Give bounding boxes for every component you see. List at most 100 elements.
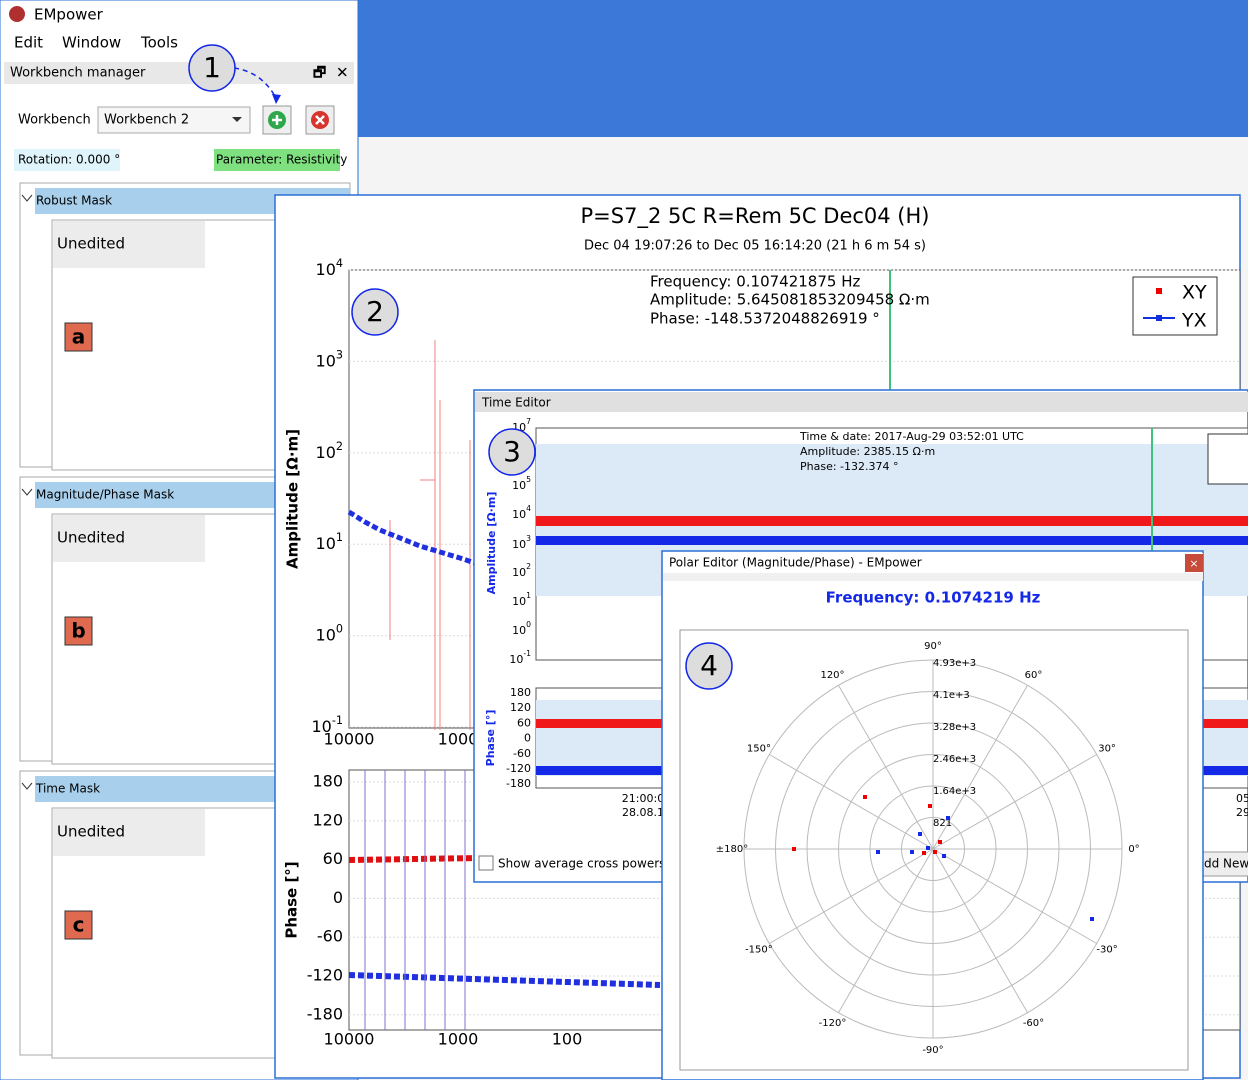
phase-curve: [348, 855, 481, 863]
y-axis-label: Phase [°]: [484, 710, 497, 767]
menu-item[interactable]: Window: [62, 34, 121, 52]
radial-label: 4.1e+3: [933, 690, 970, 701]
te-amplitude-band: [536, 536, 1248, 545]
tick-exponent: 7: [526, 417, 531, 426]
y-tick-label: 60: [517, 716, 531, 729]
y-tick-label: 120: [312, 810, 343, 829]
collapse-arrow: [21, 488, 33, 496]
collapse-arrow: [21, 194, 33, 202]
tick-exponent: 1: [526, 591, 531, 600]
x-tick-label: 10000: [324, 1030, 375, 1049]
polar-point: [938, 840, 942, 844]
info-line: Amplitude: 2385.15 Ω·m: [800, 445, 935, 458]
button-label: dd New: [1204, 857, 1248, 871]
y-tick-label: 102: [512, 562, 531, 579]
legend-marker: [1156, 315, 1162, 321]
polar-frequency: Frequency: 0.1074219 Hz: [826, 589, 1041, 607]
polar-point: [946, 816, 950, 820]
polar-spoke: [838, 685, 934, 850]
status-bg: [53, 221, 205, 268]
radial-label: 2.46e+3: [933, 754, 976, 765]
legend-label: XY: [1182, 282, 1207, 304]
tick-base: 10: [316, 351, 336, 370]
y-tick-label: 103: [512, 534, 531, 551]
add-new-button[interactable]: [1201, 851, 1248, 877]
angle-label: 0°: [1128, 844, 1139, 855]
y-tick-label: 60: [323, 849, 343, 868]
tick-base: 10: [512, 479, 526, 492]
polar-point: [942, 854, 946, 858]
callout-circle: [488, 428, 536, 476]
angle-label: -60°: [1023, 1018, 1044, 1029]
polar-spoke: [932, 848, 1028, 1013]
polar-spoke: [932, 754, 1097, 850]
float-button[interactable]: 🗗: [313, 65, 326, 81]
mask-status: Unedited: [57, 529, 125, 547]
panel-title: Workbench manager: [10, 66, 146, 81]
polar-point: [876, 850, 880, 854]
mask-title: Robust Mask: [36, 194, 112, 208]
radial-label: 3.28e+3: [933, 722, 976, 733]
tick-base: 10: [512, 538, 526, 551]
tick-exponent: 4: [336, 257, 343, 270]
tag-box: [64, 910, 93, 940]
polar-point: [1090, 917, 1094, 921]
checkbox[interactable]: [478, 855, 494, 871]
time-editor-titlebar: [475, 392, 1248, 412]
y-tick-label: -60: [513, 747, 531, 760]
y-tick-label: -180: [506, 777, 531, 790]
tick-exponent: 0: [526, 620, 531, 629]
y-tick-label: 104: [512, 504, 531, 521]
polar-point: [918, 832, 922, 836]
workbench-combo[interactable]: [97, 106, 251, 134]
polar-point: [792, 847, 796, 851]
angle-label: 150°: [747, 744, 771, 755]
grid: 10710510410310210110010-1180120600-60-12…: [506, 417, 531, 790]
info-line: Frequency: 0.107421875 Hz: [650, 273, 860, 291]
tag-box: [64, 322, 93, 352]
polar-toolbar: [663, 573, 1203, 581]
y-tick-label: 10-1: [311, 714, 343, 736]
error-bars: [364, 770, 466, 1030]
tick-exponent: -1: [523, 649, 531, 658]
y-tick-label: 101: [512, 591, 531, 608]
tick-exponent: 5: [526, 475, 531, 484]
callout-number: 3: [503, 435, 521, 468]
plot-subtitle: Dec 04 19:07:26 to Dec 05 16:14:20 (21 h…: [584, 239, 926, 254]
radial-label: 1.64e+3: [933, 786, 976, 797]
parameter: Parameter: Resistivity: [216, 153, 347, 167]
radial-label: 4.93e+3: [933, 658, 976, 669]
y-tick-label: -120: [506, 762, 531, 775]
callout-number: 4: [700, 649, 718, 682]
app-title: EMpower: [34, 6, 104, 24]
menu-item[interactable]: Edit: [14, 34, 43, 52]
callouts: 1 2 3 4: [188, 44, 733, 690]
y-tick-label: 100: [316, 623, 343, 645]
phase-curve: [348, 972, 661, 988]
close-glyph: ×: [1189, 557, 1198, 570]
mask-title: Time Mask: [35, 782, 100, 796]
tick-base: 10: [512, 624, 526, 637]
x-tick-label: 1000: [438, 730, 479, 749]
info-line: Phase: -148.5372048826919 °: [650, 310, 880, 328]
close-button[interactable]: [1185, 554, 1203, 572]
tag-label: c: [73, 913, 85, 937]
tick-exponent: 0: [336, 623, 343, 636]
tick-exponent: 2: [336, 440, 343, 453]
callout-arrow: [233, 67, 277, 99]
y-axis-label: Amplitude [Ω·m]: [485, 492, 498, 595]
angle-label: -30°: [1096, 945, 1117, 956]
workbench-value: Workbench 2: [104, 113, 189, 128]
tick-exponent: -1: [332, 714, 343, 727]
angle-label: 90°: [924, 641, 942, 652]
parameter-bg: [214, 149, 340, 171]
close-button[interactable]: ✕: [336, 64, 349, 82]
menu-item[interactable]: Tools: [140, 34, 178, 52]
polar-point: [928, 804, 932, 808]
legend-marker: [1156, 288, 1162, 294]
info-line: Time & date: 2017-Aug-29 03:52:01 UTC: [799, 430, 1024, 443]
angle-label: 120°: [820, 670, 844, 681]
polar-point: [926, 846, 930, 850]
mask-title: Magnitude/Phase Mask: [36, 488, 174, 502]
